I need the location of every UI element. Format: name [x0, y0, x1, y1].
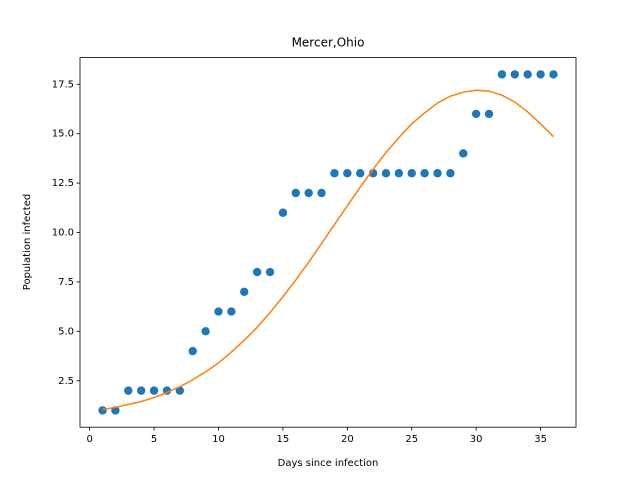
data-point [381, 169, 391, 178]
x-tick-label: 25 [405, 434, 418, 445]
data-point [227, 307, 236, 316]
data-point [188, 346, 197, 356]
data-point [407, 169, 416, 178]
data-point [291, 188, 300, 198]
data-point [549, 70, 558, 79]
y-tick-label: 15.0 [52, 129, 74, 140]
x-tick-label: 15 [277, 434, 290, 445]
y-tick-label: 2.5 [58, 376, 74, 387]
x-tick-label: 35 [534, 434, 547, 445]
x-tick-label: 10 [212, 434, 225, 445]
data-point [136, 386, 146, 395]
x-axis-label: Days since infection [278, 458, 379, 469]
data-point [510, 70, 520, 79]
data-point [420, 169, 429, 178]
data-point [240, 287, 249, 297]
data-point [98, 406, 107, 415]
fit-line [102, 89, 554, 411]
data-point [394, 169, 404, 178]
y-tick-label: 7.5 [58, 277, 74, 288]
data-point [356, 169, 365, 178]
plot-frame [79, 57, 577, 428]
data-point [446, 169, 455, 178]
x-tick-label: 5 [151, 434, 157, 445]
data-point [175, 386, 185, 395]
data-point [304, 188, 313, 198]
x-tick-label: 30 [470, 434, 483, 445]
data-point [433, 169, 442, 178]
data-point [252, 267, 262, 277]
data-point [459, 149, 468, 158]
x-tick-label: 0 [86, 434, 92, 445]
y-tick-label: 12.5 [52, 178, 74, 189]
data-point [497, 70, 507, 79]
y-axis-label: Population infected [22, 194, 33, 290]
data-point [536, 70, 545, 79]
data-point [317, 188, 326, 198]
y-tick-label: 5.0 [58, 326, 74, 337]
data-point [265, 267, 275, 277]
data-point [201, 327, 210, 336]
chart-title: Mercer,Ohio [292, 36, 365, 50]
data-point [343, 169, 352, 178]
data-point [278, 208, 288, 217]
y-tick-label: 17.5 [52, 79, 74, 90]
data-point [214, 307, 223, 316]
y-tick-label: 10.0 [52, 228, 74, 239]
data-point [484, 109, 494, 119]
data-point [149, 386, 159, 395]
data-point [330, 169, 339, 178]
x-tick-label: 20 [341, 434, 354, 445]
data-point [124, 386, 133, 395]
data-point [471, 109, 481, 119]
data-point [523, 70, 532, 79]
